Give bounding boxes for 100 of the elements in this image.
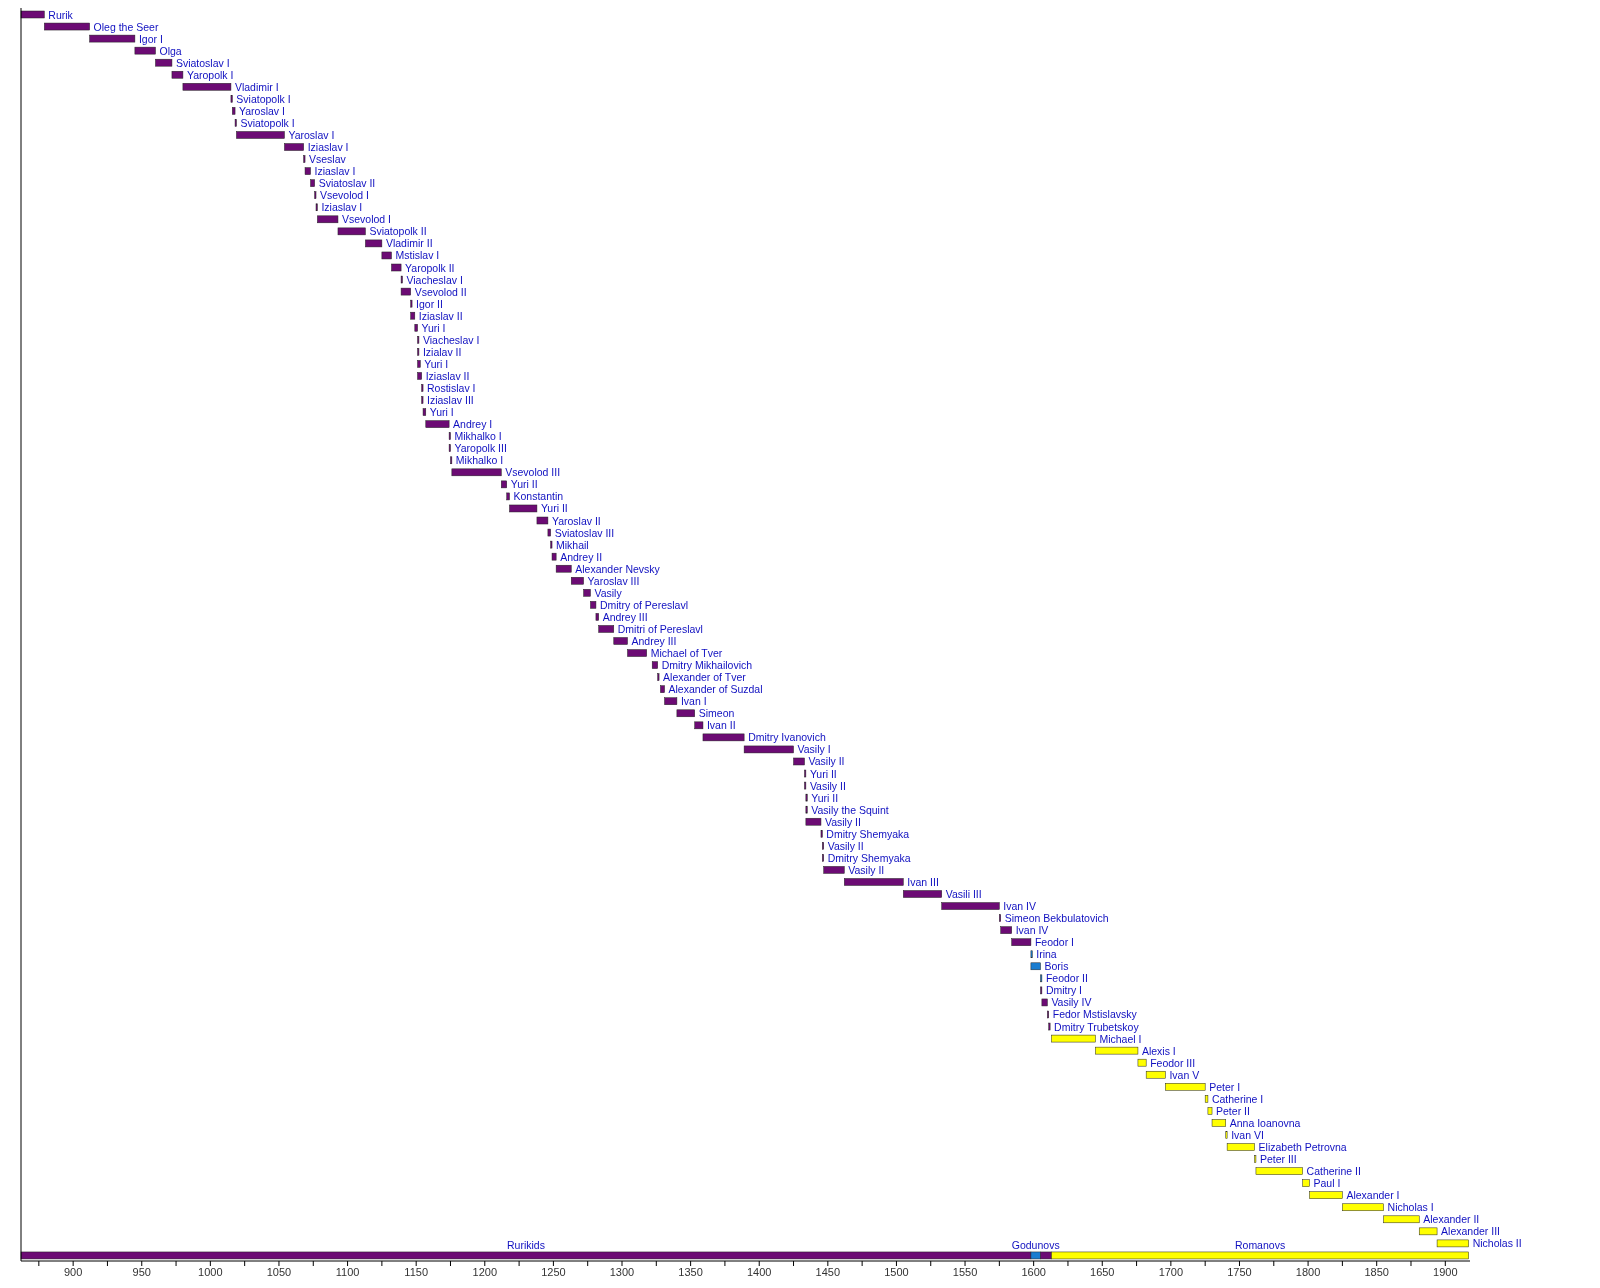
bar [417, 372, 422, 380]
y-tick-label: Peter I [1209, 1080, 1241, 1093]
y-tick-label: Peter III [1259, 1153, 1297, 1166]
bar [1041, 998, 1048, 1007]
bar [595, 613, 599, 621]
y-tick-label: Yaroslav III [587, 574, 640, 587]
bar [555, 564, 572, 573]
series-label: Romanovs [1234, 1238, 1286, 1251]
bar [422, 408, 427, 416]
bar [89, 34, 136, 43]
x-tick-label: 1250 [541, 1265, 566, 1278]
x-tick-label: 1150 [404, 1265, 429, 1278]
bar [365, 239, 383, 248]
bar [823, 866, 845, 874]
y-tick-label: Iziaslav II [418, 309, 463, 322]
y-tick-label: Catherine I [1211, 1092, 1264, 1105]
bar [844, 878, 904, 886]
y-tick-label: Ivan V [1169, 1068, 1200, 1081]
x-tick-label: 1750 [1227, 1265, 1252, 1278]
bar [551, 552, 557, 561]
y-tick-label: Vasily II [848, 863, 885, 876]
y-tick-label: Alexis I [1141, 1044, 1176, 1057]
x-tick-label: 1550 [952, 1265, 978, 1278]
y-tick-label: Vsevolod II [414, 285, 467, 298]
bar [583, 589, 591, 597]
y-tick-label: Alexander I [1346, 1189, 1400, 1202]
x-tick-label: 1700 [1158, 1265, 1184, 1278]
y-tick-label: Vasily II [808, 755, 845, 768]
y-tick-label: Dmitry Mikhailovich [661, 659, 753, 672]
x-tick-label: 900 [63, 1265, 83, 1278]
bar [236, 131, 285, 139]
bar [171, 70, 184, 79]
y-tick-label: Vasily I [797, 743, 831, 756]
y-tick-label: Yaropolk I [186, 68, 234, 81]
bar [232, 107, 236, 115]
x-tick-label: 1800 [1295, 1265, 1321, 1278]
y-tick-label: Catherine II [1306, 1165, 1361, 1178]
y-tick-label: Vsevolod I [341, 213, 391, 226]
x-tick-label: 1600 [1021, 1265, 1046, 1278]
y-tick-label: Michael of Tver [650, 647, 723, 660]
bar [284, 143, 304, 151]
y-tick-label: Yaroslav I [288, 128, 335, 141]
y-tick-label: Sviatoslav II [318, 177, 376, 190]
y-tick-label: Vsevolod III [505, 466, 561, 479]
y-tick-label: Feodor II [1045, 972, 1088, 985]
bar [509, 504, 538, 513]
bar [805, 817, 822, 826]
y-tick-label: Dmitry Ivanovich [748, 731, 826, 744]
y-tick-label: Alexander of Tver [663, 671, 747, 684]
bar [317, 215, 339, 224]
y-tick-label: Alexander III [1441, 1225, 1501, 1238]
x-tick-label: 950 [132, 1265, 151, 1278]
y-tick-label: Olga [159, 44, 182, 57]
y-tick-label: Dmitry I [1045, 984, 1083, 997]
y-tick-label: Vseslav [309, 153, 347, 166]
y-tick-label: Vasily [594, 586, 623, 599]
y-tick-label: Andrey II [560, 550, 603, 563]
y-tick-label: Yuri I [421, 321, 446, 334]
y-tick-label: Sviatoslav I [175, 56, 230, 69]
y-tick-label: Ivan IV [1003, 900, 1037, 913]
y-tick-label: Rurik [48, 8, 74, 21]
x-tick-label: 1850 [1364, 1265, 1389, 1278]
x-tick-label: 1200 [472, 1265, 498, 1278]
bar [44, 22, 90, 31]
y-tick-label: Iziaslav I [307, 141, 349, 154]
y-tick-label: Simeon [698, 707, 735, 720]
y-tick-label: Yaroslav I [239, 104, 285, 117]
series-label: Rurikids [506, 1238, 545, 1251]
x-tick-label: 1050 [266, 1265, 292, 1278]
y-tick-label: Viacheslav I [422, 333, 480, 346]
y-tick-label: Andrey I [453, 418, 493, 431]
bar [694, 721, 704, 730]
y-tick-label: Alexander of Suzdal [668, 683, 763, 696]
y-tick-label: Vladimir I [234, 80, 279, 93]
y-tick-label: Vasili III [945, 888, 982, 901]
bar [676, 709, 695, 718]
bar [702, 733, 745, 742]
bar [304, 167, 311, 175]
y-tick-label: Dmitry Shemyaka [827, 851, 911, 864]
y-tick-label: Sviatopolk I [236, 92, 291, 105]
y-tick-label: Nicholas I [1387, 1201, 1434, 1214]
y-tick-label: Iziaslav I [321, 201, 363, 214]
y-tick-label: Yaropolk II [405, 261, 455, 274]
y-tick-label: Ivan II [706, 719, 736, 732]
y-tick-label: Vladimir II [385, 237, 433, 250]
y-tick-label: Alexander II [1423, 1213, 1480, 1226]
x-tick-label: 1900 [1433, 1265, 1458, 1278]
y-tick-label: Dmitry Shemyaka [826, 827, 910, 840]
y-tick-label: Ivan I [680, 695, 707, 708]
y-tick-label: Igor I [138, 32, 163, 45]
y-tick-label: Andrey III [602, 610, 648, 623]
y-tick-label: Peter II [1216, 1104, 1250, 1117]
bar [570, 577, 584, 585]
y-tick-label: Mikhalko I [454, 430, 502, 443]
bar [310, 179, 315, 187]
x-tick-label: 1400 [746, 1265, 772, 1278]
y-tick-label: Iziaslav II [425, 369, 470, 382]
y-tick-label: Andrey III [631, 635, 677, 647]
y-tick-label: Mikhalko I [455, 454, 504, 467]
bar [590, 601, 597, 609]
